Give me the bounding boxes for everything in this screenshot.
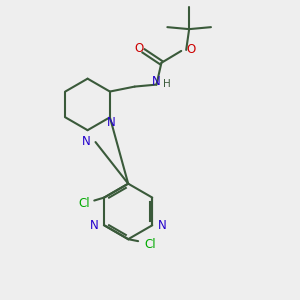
Text: H: H: [164, 79, 171, 88]
Text: N: N: [158, 219, 167, 232]
Text: N: N: [89, 219, 98, 232]
Text: O: O: [134, 42, 143, 56]
Text: Cl: Cl: [79, 197, 90, 210]
Text: Cl: Cl: [144, 238, 156, 250]
Text: N: N: [152, 75, 161, 88]
Text: N: N: [82, 135, 91, 148]
Text: O: O: [186, 44, 195, 56]
Text: N: N: [106, 116, 115, 129]
